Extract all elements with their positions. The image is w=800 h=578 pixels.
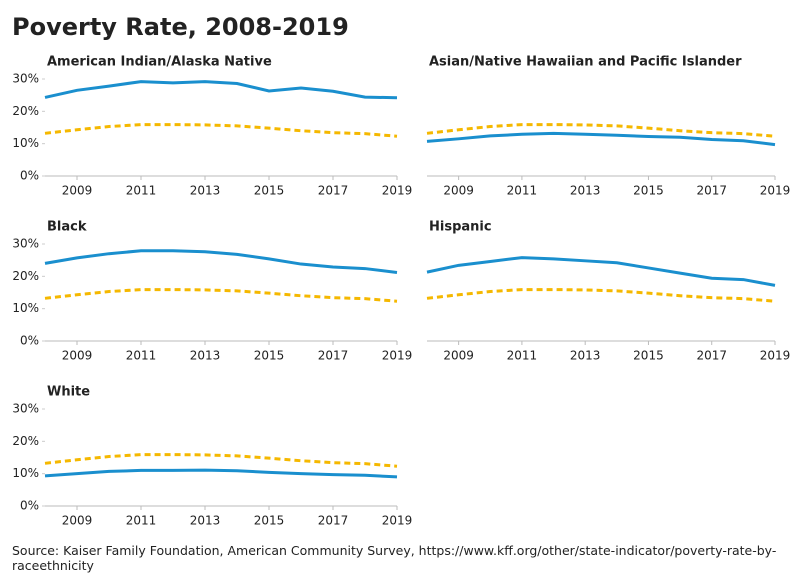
y-tick-label: 10% — [12, 136, 39, 150]
x-tick-label: 2015 — [633, 349, 664, 363]
panel-title: American Indian/Alaska Native — [47, 55, 272, 70]
x-tick-label: 2011 — [126, 349, 157, 363]
source-note: Source: Kaiser Family Foundation, Americ… — [12, 543, 777, 573]
x-tick-label: 2019 — [760, 184, 791, 198]
series-line — [44, 80, 398, 100]
series-line — [426, 256, 776, 287]
y-tick-label: 0% — [20, 169, 39, 183]
series-line — [426, 131, 776, 147]
x-tick-label: 2009 — [62, 514, 93, 528]
x-tick-label: 2015 — [254, 184, 285, 198]
panel-title: Hispanic — [429, 220, 492, 235]
series-line — [44, 288, 398, 303]
x-tick-label: 2015 — [254, 514, 285, 528]
x-tick-label: 2015 — [633, 184, 664, 198]
x-tick-label: 2013 — [570, 184, 601, 198]
x-tick-label: 2011 — [507, 349, 538, 363]
series-line — [426, 288, 776, 303]
y-tick-label: 30% — [12, 402, 39, 416]
x-tick-label: 2011 — [126, 514, 157, 528]
y-tick-label: 30% — [12, 72, 39, 86]
x-tick-label: 2013 — [190, 184, 221, 198]
x-tick-label: 2013 — [570, 349, 601, 363]
x-tick-label: 2009 — [62, 349, 93, 363]
x-tick-label: 2019 — [760, 349, 791, 363]
y-tick-label: 20% — [12, 104, 39, 118]
x-tick-label: 2009 — [443, 349, 474, 363]
x-tick-label: 2009 — [443, 184, 474, 198]
x-tick-label: 2017 — [318, 514, 349, 528]
y-tick-label: 10% — [12, 301, 39, 315]
panel-title: Asian/Native Hawaiian and Pacific Island… — [429, 55, 742, 70]
x-tick-label: 2019 — [382, 349, 413, 363]
x-tick-label: 2017 — [318, 184, 349, 198]
x-tick-label: 2009 — [62, 184, 93, 198]
y-tick-label: 20% — [12, 269, 39, 283]
series-line — [426, 123, 776, 138]
y-tick-label: 20% — [12, 434, 39, 448]
x-tick-label: 2017 — [696, 184, 727, 198]
y-tick-label: 0% — [20, 499, 39, 513]
y-tick-label: 0% — [20, 334, 39, 348]
x-tick-label: 2019 — [382, 514, 413, 528]
series-line — [44, 249, 398, 274]
x-tick-label: 2015 — [254, 349, 285, 363]
panel-title: Black — [47, 220, 87, 235]
chart: Poverty Rate, 2008-2019 American Indian/… — [12, 13, 791, 528]
x-tick-label: 2013 — [190, 349, 221, 363]
chart-title: Poverty Rate, 2008-2019 — [12, 13, 349, 41]
x-tick-label: 2019 — [382, 184, 413, 198]
series-line — [44, 123, 398, 138]
x-tick-label: 2017 — [318, 349, 349, 363]
x-tick-label: 2013 — [190, 514, 221, 528]
panel-title: White — [47, 385, 90, 400]
y-tick-label: 30% — [12, 237, 39, 251]
x-tick-label: 2011 — [507, 184, 538, 198]
series-line — [44, 468, 398, 479]
series-line — [44, 453, 398, 468]
x-tick-label: 2017 — [696, 349, 727, 363]
y-tick-label: 10% — [12, 466, 39, 480]
x-tick-label: 2011 — [126, 184, 157, 198]
